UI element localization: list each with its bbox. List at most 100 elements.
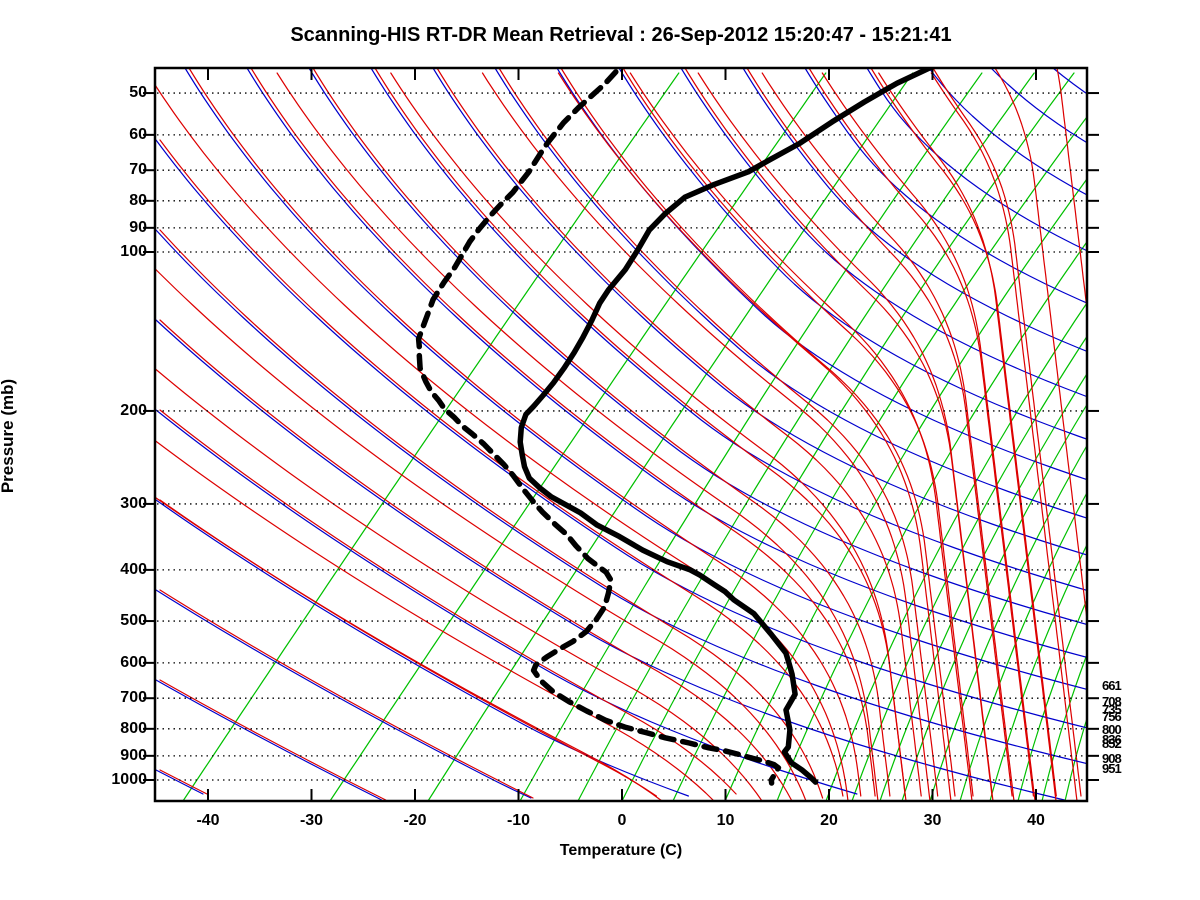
y-tick-label-100: 100 xyxy=(120,243,147,260)
background-lines xyxy=(155,68,1200,801)
moist-adiabat-line xyxy=(560,68,956,797)
moist-adiabat-line xyxy=(557,72,952,801)
dry-adiabat-line xyxy=(308,68,1087,626)
dry-adiabat-line xyxy=(680,68,1087,398)
x-tick-label--10: -10 xyxy=(506,812,531,829)
x-tick-label--30: -30 xyxy=(299,812,324,829)
right-pressure-label-661: 661 xyxy=(1102,678,1122,694)
sounding-profiles xyxy=(415,68,933,786)
isotherm-line xyxy=(1177,169,1200,801)
dry-adiabat-line xyxy=(155,319,1066,801)
moist-adiabat-line xyxy=(159,589,534,799)
moist-adiabat-line xyxy=(629,72,973,801)
isotherm-line xyxy=(672,115,1087,801)
moist-adiabat-line xyxy=(808,68,1035,797)
isotherm-line xyxy=(329,72,827,801)
moist-adiabat-line xyxy=(390,72,907,801)
dry-adiabat-line xyxy=(866,68,1087,252)
right-pressure-label-735: 735 xyxy=(1102,702,1122,718)
y-tick-label-1000: 1000 xyxy=(111,771,147,788)
dry-adiabat-line xyxy=(742,68,1087,353)
right-pressure-label-951: 951 xyxy=(1102,761,1122,777)
isotherm-line xyxy=(182,72,680,801)
right-pressure-label-800: 800 xyxy=(1102,721,1122,737)
y-tick-label-500: 500 xyxy=(120,612,147,630)
chart-title: Scanning-HIS RT-DR Mean Retrieval : 26-S… xyxy=(290,24,952,46)
y-tick-label-90: 90 xyxy=(129,218,147,236)
y-tick-label-600: 600 xyxy=(120,653,147,671)
dry-adiabat-line xyxy=(155,769,204,795)
moist-adiabat-line xyxy=(159,679,387,801)
isotherm-line xyxy=(427,72,914,801)
y-tick-label-800: 800 xyxy=(120,719,147,737)
moist-adiabat-line xyxy=(761,72,1015,801)
moist-adiabat-line xyxy=(159,229,824,799)
isotherm-line xyxy=(901,403,1087,801)
moist-adiabat-line xyxy=(276,72,879,801)
dry-adiabat-line xyxy=(155,409,858,795)
right-pressure-label-756: 756 xyxy=(1102,708,1122,724)
y-tick-label-300: 300 xyxy=(120,494,147,512)
moist-adiabat-line xyxy=(188,68,862,797)
isotherm-line xyxy=(1041,652,1087,801)
isotherm-line xyxy=(776,240,1087,801)
moist-adiabat-line xyxy=(155,367,763,801)
dry-adiabat-line xyxy=(370,68,1087,592)
moist-adiabat-line xyxy=(155,496,663,801)
moist-adiabat-line xyxy=(746,68,1013,797)
isotherm-line xyxy=(1147,137,1200,801)
x-tick-label-0: 0 xyxy=(617,812,627,829)
x-tick-label--40: -40 xyxy=(196,812,220,829)
moist-adiabat-line xyxy=(930,72,1078,801)
y-tick-label-70: 70 xyxy=(129,161,147,179)
isotherm-line xyxy=(577,72,1035,801)
dry-adiabat-line xyxy=(155,139,1087,729)
x-axis-title: Temperature (C) xyxy=(559,842,683,859)
moist-adiabat-line xyxy=(821,72,1036,801)
y-tick-label-900: 900 xyxy=(120,746,147,764)
dry-adiabat-line xyxy=(990,68,1087,144)
y-tick-label-400: 400 xyxy=(120,560,147,578)
dry-adiabat-line xyxy=(155,499,690,797)
right-pressure-label-908: 908 xyxy=(1102,750,1122,766)
moist-adiabat-line xyxy=(155,267,807,801)
moist-adiabat-line xyxy=(159,409,737,795)
dewpoint-profile-line xyxy=(415,69,782,786)
moist-adiabat-line xyxy=(436,68,922,797)
moist-adiabat-line xyxy=(870,68,1057,797)
right-pressure-label-852: 852 xyxy=(1102,736,1122,752)
isotherm-line xyxy=(989,543,1087,801)
x-tick-label--20: -20 xyxy=(403,812,427,829)
moist-adiabat-line xyxy=(878,72,1057,801)
right-pressure-label-836: 836 xyxy=(1102,731,1122,747)
y-tick-label-60: 60 xyxy=(129,125,147,143)
moist-adiabat-line xyxy=(932,68,1082,797)
isotherm-line xyxy=(825,301,1087,801)
dry-adiabat-line xyxy=(155,679,383,801)
isotherm-line xyxy=(1086,798,1087,801)
moist-adiabat-line xyxy=(159,769,208,795)
isotherm-line xyxy=(724,177,1087,801)
dry-adiabat-line xyxy=(432,68,1087,556)
x-tick-label-10: 10 xyxy=(716,812,735,829)
isotherm-line xyxy=(879,372,1087,801)
moist-adiabat-line xyxy=(250,68,876,797)
y-tick-label-700: 700 xyxy=(120,689,147,707)
dry-adiabat-line xyxy=(184,68,1087,690)
moist-adiabat-line xyxy=(155,83,849,801)
isotherm-line xyxy=(851,335,1087,801)
dry-adiabat-line xyxy=(155,229,1087,765)
y-tick-label-50: 50 xyxy=(129,84,147,102)
x-tick-label-30: 30 xyxy=(923,812,942,829)
isotherm-line xyxy=(519,72,983,801)
moist-adiabat-line xyxy=(697,72,994,801)
temperature-profile-line xyxy=(517,68,933,785)
y-tick-label-200: 200 xyxy=(120,401,147,419)
moist-adiabat-line xyxy=(1056,68,1087,315)
dry-adiabat-line xyxy=(1052,68,1087,95)
isotherm-line xyxy=(1017,598,1087,801)
x-tick-label-20: 20 xyxy=(820,812,838,829)
dry-adiabat-line xyxy=(155,589,532,799)
